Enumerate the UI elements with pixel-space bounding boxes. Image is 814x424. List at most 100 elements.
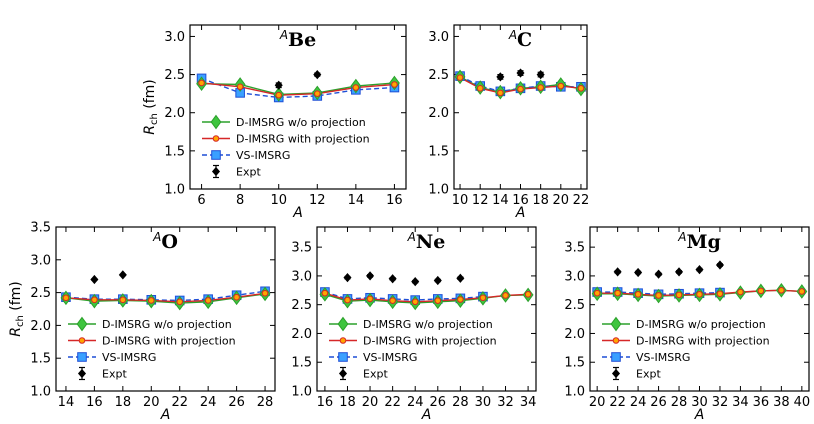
point-expt xyxy=(675,267,684,277)
legend-marker-without-projection xyxy=(210,114,222,130)
panel-title: ANe xyxy=(407,230,446,253)
point-with-projection xyxy=(391,81,398,88)
y-tick-label: 2.5 xyxy=(428,68,449,83)
y-axis-label-unit: (fm) xyxy=(142,79,158,113)
y-tick-label: 2.0 xyxy=(291,327,312,342)
panel-title-element: Ne xyxy=(416,231,445,253)
x-tick-label: 32 xyxy=(712,395,729,410)
legend-label: D-IMSRG w/o projection xyxy=(363,318,493,331)
point-expt xyxy=(516,68,525,78)
y-tick-label: 3.0 xyxy=(428,30,449,45)
legend-marker-without-projection xyxy=(337,316,349,332)
y-tick-label: 2.0 xyxy=(164,106,185,121)
point-expt xyxy=(496,72,505,82)
legend-marker-vs-imsrg xyxy=(338,352,348,362)
legend-marker-without-projection xyxy=(610,316,622,332)
point-with-projection xyxy=(696,291,703,298)
point-with-projection xyxy=(62,294,70,302)
point-expt xyxy=(411,277,420,287)
point-with-projection xyxy=(798,288,806,295)
x-axis-label: A xyxy=(515,205,526,221)
legend-marker-expt xyxy=(211,166,221,177)
point-expt xyxy=(343,273,352,283)
point-expt xyxy=(456,273,465,283)
x-tick-label: 34 xyxy=(520,395,537,410)
point-with-projection xyxy=(275,91,283,99)
x-tick-label: 14 xyxy=(348,193,365,208)
y-tick-label: 1.5 xyxy=(428,144,449,159)
panel-title: AO xyxy=(152,230,178,253)
point-with-projection xyxy=(456,74,464,81)
legend-label: D-IMSRG w/o projection xyxy=(636,318,766,331)
y-tick-label: 1.0 xyxy=(291,385,312,400)
x-tick-label: 12 xyxy=(472,193,489,208)
legend-label: Expt xyxy=(636,368,661,381)
legend-label: VS-IMSRG xyxy=(363,351,417,364)
point-expt xyxy=(90,274,99,285)
y-tick-label: 1.0 xyxy=(30,385,51,400)
point-expt xyxy=(634,267,643,278)
x-tick-label: 22 xyxy=(384,395,401,410)
x-tick-label: 6 xyxy=(197,193,205,208)
point-expt xyxy=(433,275,442,286)
x-tick-label: 34 xyxy=(732,395,749,410)
legend-marker-without-projection xyxy=(76,316,88,332)
point-with-projection xyxy=(655,292,662,299)
legend-label: VS-IMSRG xyxy=(102,351,156,364)
point-with-projection xyxy=(261,289,269,297)
panel-title-sup: A xyxy=(407,230,416,244)
legend-marker-vs-imsrg xyxy=(77,352,87,362)
x-tick-label: 26 xyxy=(228,395,245,410)
x-tick-label: 16 xyxy=(386,193,403,208)
point-with-projection xyxy=(497,89,504,97)
point-with-projection xyxy=(313,90,321,97)
panel-title-sup: A xyxy=(152,230,161,244)
legend-label: D-IMSRG with projection xyxy=(102,335,236,348)
x-tick-label: 20 xyxy=(362,395,379,410)
point-with-projection xyxy=(502,292,509,299)
x-tick-label: 20 xyxy=(143,395,160,410)
x-tick-label: 24 xyxy=(630,395,647,410)
point-with-projection xyxy=(557,82,565,90)
point-with-projection xyxy=(411,298,419,306)
x-tick-label: 16 xyxy=(317,395,334,410)
x-tick-label: 22 xyxy=(171,395,188,410)
y-tick-label: 2.5 xyxy=(564,298,585,313)
legend-label: Expt xyxy=(236,166,261,179)
point-with-projection xyxy=(389,297,396,304)
y-tick-label: 3.5 xyxy=(564,241,585,256)
legend-marker-with-projection xyxy=(78,337,86,344)
legend-label: Expt xyxy=(102,368,127,381)
legend-marker-with-projection xyxy=(339,337,347,344)
legend: D-IMSRG w/o projection D-IMSRG with proje… xyxy=(602,316,770,381)
point-with-projection xyxy=(344,296,351,304)
x-tick-label: 20 xyxy=(553,193,570,208)
y-tick-label: 1.0 xyxy=(428,183,449,198)
point-with-projection xyxy=(614,289,621,297)
x-tick-label: 26 xyxy=(430,395,447,410)
y-tick-label: 1.5 xyxy=(564,356,585,371)
point-with-projection xyxy=(524,291,532,298)
point-expt xyxy=(695,264,704,275)
point-with-projection xyxy=(233,293,240,301)
legend-marker-vs-imsrg xyxy=(611,352,621,362)
x-tick-label: 18 xyxy=(339,395,356,410)
y-axis-label-unit: (fm) xyxy=(8,281,24,315)
y-axis-label-main: R xyxy=(8,327,24,337)
panel-title-sup: A xyxy=(279,28,288,42)
panel-o: 14 16 18 20 22 24 26 28 1.0 1.5 2.0 2.5 3.0 3.5 A Rch (… xyxy=(8,221,276,423)
panel-mg: 20 22 24 26 28 30 32 34 36 38 40 1.0 1.5 2.0 2.5 3.0 3.5… xyxy=(564,226,810,423)
y-tick-label: 1.0 xyxy=(164,183,185,198)
legend-label: VS-IMSRG xyxy=(236,149,290,162)
x-tick-label: 14 xyxy=(492,193,509,208)
legend-marker-with-projection xyxy=(612,337,620,344)
y-axis-label-sub: ch xyxy=(15,315,26,327)
panel-title-sup: A xyxy=(508,28,517,42)
x-tick-label: 10 xyxy=(270,193,287,208)
x-tick-label: 30 xyxy=(475,395,492,410)
point-with-projection xyxy=(537,84,544,91)
y-tick-label: 2.5 xyxy=(30,286,51,301)
point-with-projection xyxy=(366,295,374,303)
y-axis-label: Rch (fm) xyxy=(8,281,26,337)
